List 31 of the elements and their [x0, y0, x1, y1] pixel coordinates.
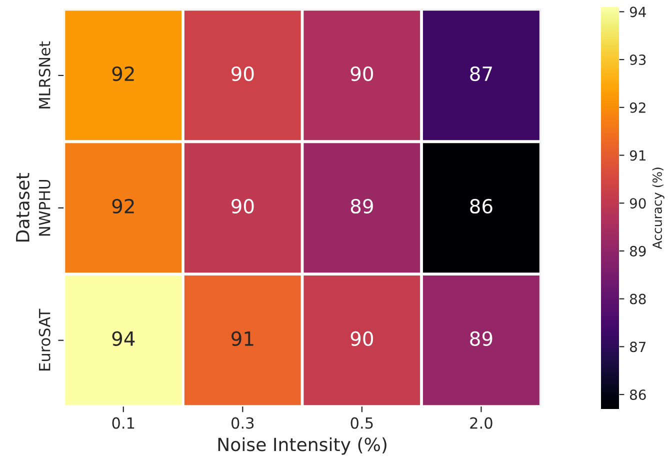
- data-label: 92: [112, 66, 134, 82]
- color-bar-label: 94: [630, 6, 646, 18]
- y-tick-label: EuroSAT: [38, 308, 50, 370]
- data-label: 87: [470, 66, 492, 82]
- data-label: 90: [350, 331, 373, 346]
- color-bar-label: 89: [630, 246, 646, 256]
- data-label: 94: [112, 331, 135, 346]
- y-tick-label: MLRSNet: [38, 41, 50, 108]
- data-label: 86: [470, 198, 492, 214]
- color-bar-label: 91: [630, 150, 646, 161]
- data-label: 90: [232, 66, 254, 82]
- color-bar-label: 87: [630, 342, 646, 352]
- color-bar-label: 86: [630, 389, 646, 400]
- color-bar-label: 90: [630, 198, 646, 209]
- color-bar-title: Accuracy (%): [652, 168, 664, 250]
- data-label: 91: [232, 331, 254, 346]
- color-bar-label: 92: [630, 102, 646, 113]
- color-bar-label: 93: [630, 54, 646, 66]
- data-label: 89: [470, 331, 492, 346]
- y-tick-label: NWPHU: [39, 180, 50, 236]
- x-tick-label: 0.1: [112, 417, 134, 429]
- data-label: 92: [112, 198, 134, 214]
- x-tick-label: 0.5: [350, 417, 373, 429]
- x-tick-label: 0.3: [232, 417, 254, 429]
- x-tick-label: 2.0: [470, 417, 492, 429]
- data-label: 89: [350, 198, 373, 214]
- x-axis-title: Noise Intensity (%): [218, 437, 386, 455]
- y-axis-title: Dataset: [16, 172, 30, 242]
- color-bar-label: 88: [630, 294, 646, 304]
- data-label: 90: [350, 66, 373, 82]
- data-label: 90: [232, 198, 254, 214]
